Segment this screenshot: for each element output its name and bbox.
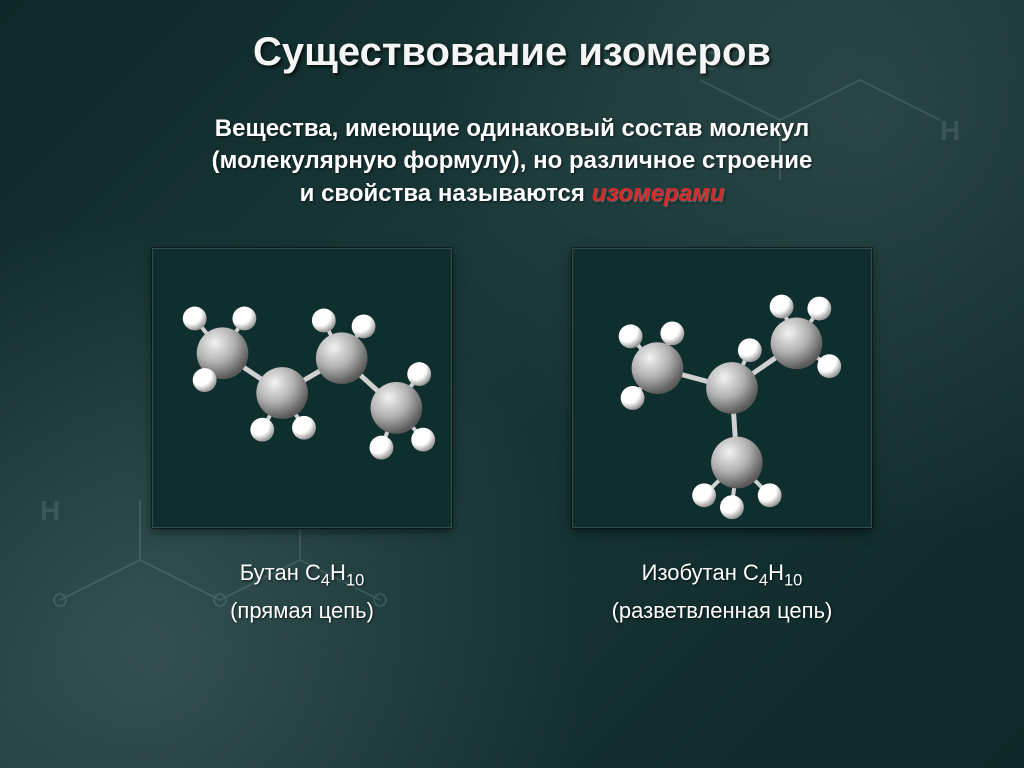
caption-formula-h: H: [768, 560, 784, 585]
caption-sub-c: 4: [321, 572, 330, 590]
definition-text: Вещества, имеющие одинаковый состав моле…: [212, 113, 813, 210]
caption-formula-c: C: [305, 560, 321, 585]
molecule-svg-isobutane: [573, 248, 871, 528]
caption-sub-h: 10: [784, 572, 802, 590]
molecule-svg-butane: [153, 248, 451, 528]
slide-content: Существование изомеров Вещества, имеющие…: [0, 0, 1024, 768]
molecule-panels: Бутан C4H10 (прямая цепь) Изобутан C4H10…: [50, 248, 974, 628]
caption-sub-h: 10: [346, 572, 364, 590]
caption-sub-c: 4: [759, 572, 768, 590]
definition-line3-prefix: и свойства называются: [300, 180, 592, 207]
molecule-box-butane: [152, 248, 452, 528]
page-title: Существование изомеров: [253, 30, 771, 75]
definition-line2: (молекулярную формулу), но различное стр…: [212, 147, 813, 174]
caption-desc: (прямая цепь): [230, 598, 374, 623]
caption-isobutane: Изобутан C4H10 (разветвленная цепь): [612, 556, 833, 628]
caption-formula-c: C: [743, 560, 759, 585]
panel-isobutane: Изобутан C4H10 (разветвленная цепь): [572, 248, 872, 628]
molecule-box-isobutane: [572, 248, 872, 528]
panel-butane: Бутан C4H10 (прямая цепь): [152, 248, 452, 628]
caption-desc: (разветвленная цепь): [612, 598, 833, 623]
definition-line1: Вещества, имеющие одинаковый состав моле…: [215, 115, 809, 142]
caption-formula-h: H: [330, 560, 346, 585]
caption-name: Изобутан: [642, 560, 743, 585]
definition-highlight: изомерами: [592, 180, 725, 207]
caption-butane: Бутан C4H10 (прямая цепь): [230, 556, 374, 628]
caption-name: Бутан: [240, 560, 305, 585]
